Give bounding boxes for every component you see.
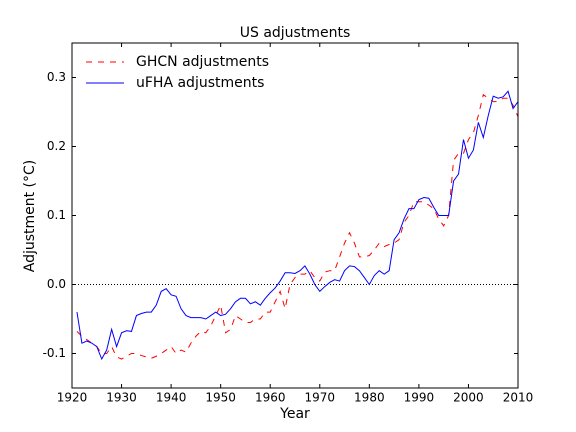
y-tick-label: 0.1 xyxy=(47,208,66,222)
legend-label: uFHA adjustments xyxy=(136,75,264,91)
plot-frame xyxy=(71,42,519,389)
x-tick-label: 2000 xyxy=(453,391,484,405)
x-tick-label: 1950 xyxy=(205,391,236,405)
x-tick-label: 1920 xyxy=(57,391,88,405)
x-tick-label: 1960 xyxy=(255,391,286,405)
y-tick-label: -0.1 xyxy=(43,346,66,360)
line-series xyxy=(76,90,519,361)
x-tick-label: 1980 xyxy=(354,391,385,405)
x-tick-label: 2010 xyxy=(503,391,534,405)
y-tick-label: 0.2 xyxy=(47,139,66,153)
y-tick-label: 0.0 xyxy=(47,277,66,291)
chart-title: US adjustments xyxy=(240,25,351,41)
x-tick-label: 1970 xyxy=(305,391,336,405)
y-tick-label: 0.3 xyxy=(47,70,66,84)
line-series xyxy=(76,93,519,360)
x-axis-label: Year xyxy=(279,406,310,422)
x-tick-label: 1930 xyxy=(106,391,137,405)
legend-label: GHCN adjustments xyxy=(136,54,269,70)
x-tick-label: 1940 xyxy=(156,391,187,405)
y-axis-label: Adjustment (°C) xyxy=(22,160,38,273)
x-tick-label: 1990 xyxy=(404,391,435,405)
